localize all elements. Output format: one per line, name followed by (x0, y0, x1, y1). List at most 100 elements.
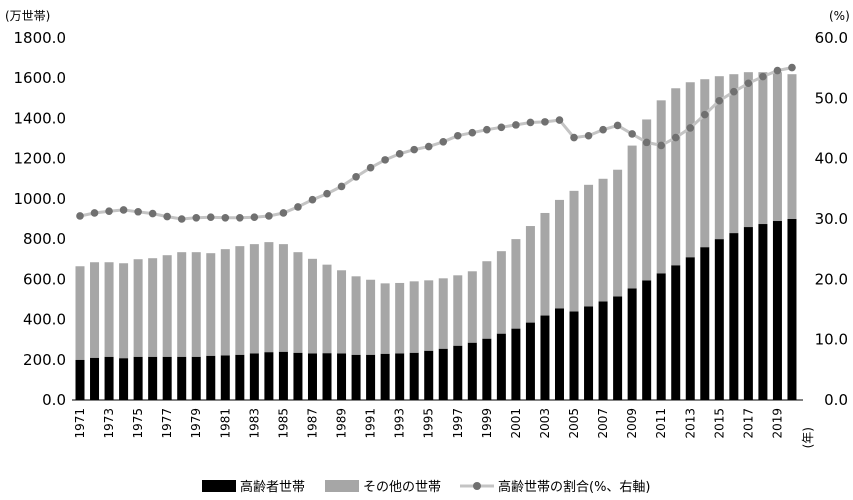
ratio-point (424, 142, 433, 151)
ratio-point (613, 121, 622, 130)
bar-elderly (598, 301, 608, 400)
bar-elderly (743, 227, 753, 400)
ratio-point (671, 133, 680, 142)
bar-elderly (409, 352, 419, 400)
bar-other (511, 239, 521, 329)
ratio-point (366, 163, 375, 172)
ratio-point (555, 116, 564, 124)
bar-elderly (177, 356, 187, 400)
bar-elderly (206, 355, 216, 400)
legend-label-ratio: 高齢世帯の割合(%、右軸) (498, 479, 651, 495)
bar-elderly (525, 322, 535, 400)
ratio-line-path (79, 66, 793, 221)
bar-elderly (453, 345, 463, 400)
ratio-point (381, 156, 389, 164)
x-tick-label: 2001 (509, 408, 523, 439)
bar-other (467, 271, 477, 343)
x-tick-label: 1977 (160, 408, 174, 439)
bar-elderly (467, 342, 477, 400)
bar-other (90, 262, 100, 358)
bar-other (598, 178, 608, 302)
ratio-point (323, 189, 331, 198)
x-tick-label: 1993 (393, 408, 407, 439)
bar-elderly (220, 355, 230, 400)
x-tick-label: 2009 (625, 408, 639, 439)
left-tick-label: 1400.0 (14, 109, 67, 127)
ratio-point (497, 123, 506, 132)
bar-other (525, 226, 535, 323)
bar-other (642, 119, 652, 281)
bar-other (424, 280, 434, 351)
ratio-point (352, 172, 360, 181)
bar-other (133, 259, 143, 357)
x-tick-label: 1973 (102, 408, 116, 439)
bar-elderly (424, 350, 434, 400)
bar-other (482, 261, 492, 339)
x-tick-label: 1975 (131, 408, 145, 439)
ratio-point (119, 206, 128, 214)
x-tick-label: 2005 (567, 408, 581, 439)
x-tick-label: 1989 (335, 408, 349, 439)
bar-elderly (119, 358, 129, 400)
bar-other (714, 76, 724, 240)
bar-elderly (162, 356, 172, 400)
bar-other (453, 275, 463, 346)
ratio-point (177, 215, 186, 223)
bar-other (119, 263, 129, 359)
ratio-point (570, 133, 578, 142)
bar-elderly (772, 221, 782, 400)
bar-elderly (395, 353, 405, 400)
legend-swatch-ratio-marker (473, 482, 481, 490)
ratio-point (599, 125, 607, 134)
ratio-point (337, 182, 346, 191)
bar-elderly (75, 359, 85, 400)
right-tick-label: 10.0 (815, 331, 848, 349)
ratio-point (642, 138, 651, 147)
right-tick-label: 20.0 (815, 270, 848, 288)
bar-other (278, 244, 288, 352)
bar-other (307, 258, 317, 354)
x-tick-label: 1999 (480, 408, 494, 439)
bar-elderly (293, 352, 303, 400)
bar-elderly (438, 348, 448, 400)
x-tick-label: 2011 (654, 408, 668, 439)
bar-other (220, 249, 230, 356)
right-axis-ticks: 0.0 10.0 20.0 30.0 40.0 50.0 60.0 (815, 29, 848, 409)
right-tick-label: 30.0 (815, 210, 848, 228)
bar-other (758, 72, 768, 225)
x-tick-label: 1985 (276, 408, 290, 439)
ratio-point (206, 213, 215, 221)
bar-other (584, 184, 594, 307)
bar-other (671, 88, 681, 266)
ratio-point (773, 66, 782, 75)
bar-elderly (554, 308, 564, 400)
bar-elderly (642, 280, 652, 400)
x-tick-label: 2017 (741, 408, 755, 439)
bar-elderly (90, 357, 100, 400)
ratio-point (294, 203, 302, 211)
ratio-point (715, 96, 724, 105)
bar-elderly (322, 353, 332, 400)
bar-elderly (700, 247, 710, 400)
bar-other (613, 169, 623, 297)
bar-elderly (366, 354, 376, 400)
ratio-point (279, 209, 288, 217)
bars (75, 72, 797, 400)
bar-elderly (496, 333, 506, 400)
bar-other (249, 244, 259, 354)
x-tick-label: 1983 (247, 408, 261, 439)
x-tick-label: 1991 (364, 408, 378, 439)
bar-elderly (685, 257, 695, 400)
bar-other (235, 246, 245, 355)
bar-elderly (656, 273, 666, 400)
x-tick-label: 2003 (538, 408, 552, 439)
ratio-point (90, 209, 99, 217)
right-tick-label: 40.0 (815, 150, 848, 168)
bar-elderly (482, 338, 492, 400)
right-tick-label: 0.0 (824, 391, 848, 409)
bar-other (264, 242, 274, 353)
ratio-point (512, 121, 520, 129)
left-tick-label: 200.0 (23, 351, 66, 369)
bar-elderly (264, 352, 274, 400)
right-tick-label: 50.0 (815, 89, 848, 107)
